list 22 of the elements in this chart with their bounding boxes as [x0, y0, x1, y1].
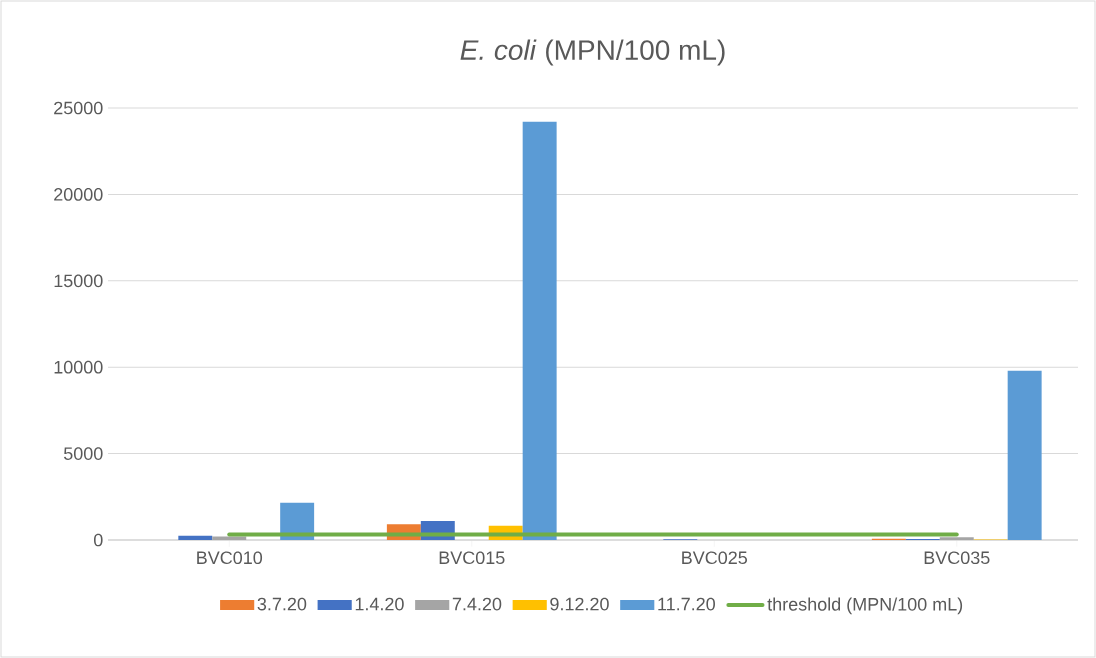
bar [939, 537, 974, 541]
chart-title: E. coli (MPN/100 mL) [460, 39, 725, 66]
bar [212, 536, 247, 541]
y-tick-label: 25000 [54, 101, 103, 115]
x-tick-label: BVC015 [439, 551, 505, 565]
bar [1007, 370, 1042, 541]
y-tick-label: 10000 [54, 360, 103, 374]
legend-label: 11.7.20 [658, 597, 715, 611]
x-tick-label: BVC025 [682, 551, 748, 565]
legend-label: 1.4.20 [355, 597, 404, 611]
legend-label: 3.7.20 [257, 597, 307, 611]
legend-label: 9.12.20 [550, 597, 609, 611]
y-tick-label: 0 [93, 533, 103, 547]
x-tick-label: BVC010 [197, 551, 263, 565]
y-tick-label: 5000 [63, 447, 103, 460]
y-tick-label: 15000 [54, 274, 103, 288]
x-tick-label: BVC035 [924, 551, 990, 565]
bar [178, 535, 213, 541]
legend-label: 7.4.20 [452, 597, 502, 611]
legend-label: threshold (MPN/100 mL) [767, 597, 963, 615]
y-tick-label: 20000 [54, 188, 103, 201]
bar [522, 121, 557, 541]
